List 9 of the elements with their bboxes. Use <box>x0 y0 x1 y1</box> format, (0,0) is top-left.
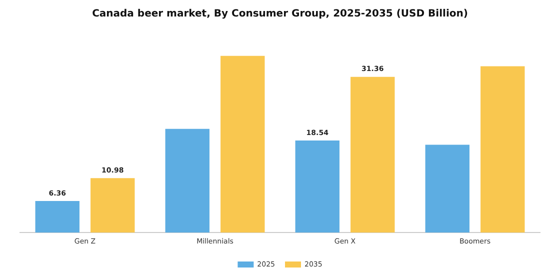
bar <box>220 56 265 233</box>
bar <box>35 201 80 233</box>
bar <box>425 144 470 233</box>
chart-title: Canada beer market, By Consumer Group, 2025-2035 (USD Billion) <box>92 8 468 20</box>
bar <box>480 66 525 233</box>
bar <box>295 140 340 233</box>
bar <box>165 128 210 233</box>
bar <box>90 178 135 233</box>
bar <box>350 76 395 233</box>
